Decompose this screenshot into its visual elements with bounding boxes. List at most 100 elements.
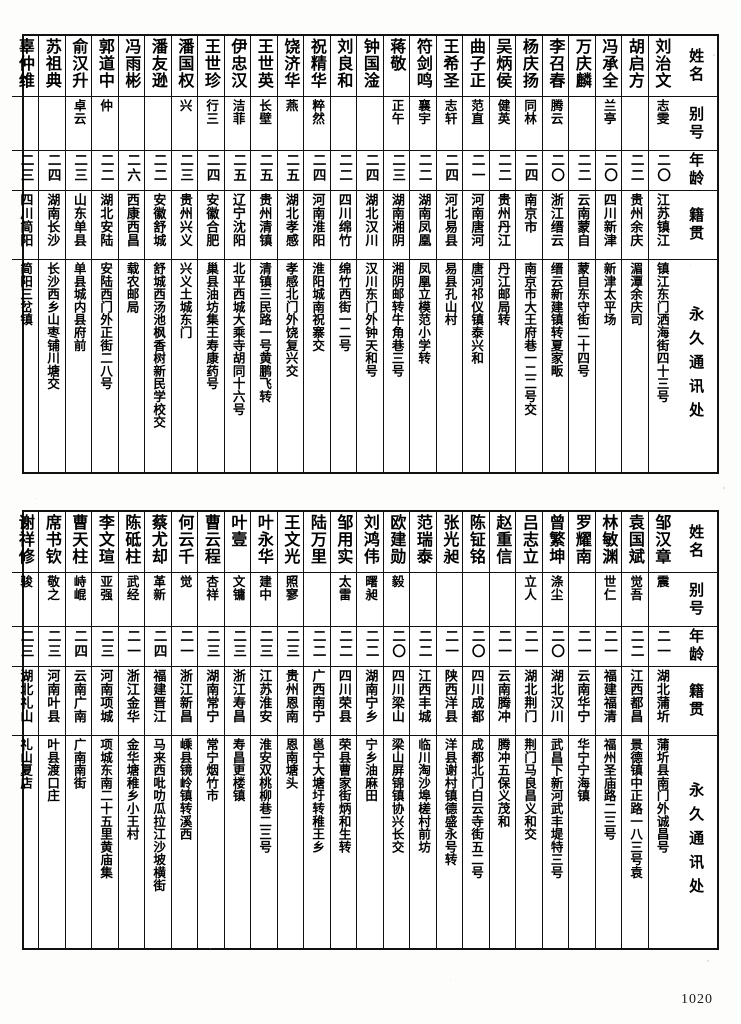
cell-address: 华宁宁海镇 xyxy=(569,736,595,948)
cell-native-place: 湖北孝感 xyxy=(277,191,303,260)
cell-age: 二三 xyxy=(251,627,277,667)
roster-entry[interactable]: 潘国权兴二三 贵州兴义 兴义土城东门 xyxy=(170,36,197,472)
roster-entry[interactable]: 林敏渊 世仁 二一 福建福清 福州圣庙路二三号 xyxy=(594,512,621,948)
roster-entry[interactable]: 潘友逊 二二 安徽舒城 舒城西汤池枫香树新民学校交 xyxy=(144,36,171,472)
value-name: 俞汉升 xyxy=(69,38,89,89)
roster-entry[interactable]: 何云千觉二一 浙江新昌 嵊县镜岭镇转溪西 xyxy=(170,512,197,948)
roster-entry[interactable]: 吕志立 立人 二一 湖北荆门 荆门马良昌义和交 xyxy=(515,512,542,948)
roster-entry[interactable]: 谢祥修骏二三 湖北礼山 礼山夏店 xyxy=(11,512,39,948)
value-name: 王希圣 xyxy=(440,38,460,89)
cell-native-place: 湖南长沙 xyxy=(39,191,65,260)
roster-entry[interactable]: 范瑞泰 二二 江西丰城 临川淘沙埠槎村前坊 xyxy=(409,512,436,948)
roster-entry[interactable]: 叶永华 建中 二三 江苏淮安 淮安双桃柳巷二三号 xyxy=(250,512,277,948)
cell-address: 武昌下新河武丰堤特三号 xyxy=(543,736,569,948)
cell-name: 曹云程 xyxy=(198,512,224,574)
value-age: 二三 xyxy=(256,628,273,659)
header-cell-age: 年龄 xyxy=(674,627,717,667)
value-alias: 亚强 xyxy=(98,575,114,602)
roster-entry[interactable]: 蔡尤却 革新 二四 福建晋江 马来西吡叻瓜拉江沙坡横街 xyxy=(144,512,171,948)
cell-name: 邹汉章 xyxy=(648,512,674,574)
roster-entry[interactable]: 冯雨彬 二六 西康西昌 载农邮局 xyxy=(117,36,144,472)
cell-age: 二一 xyxy=(489,627,515,667)
roster-entry[interactable]: 曲子正 范直 二一 河南唐河 唐河祁仪镇泰兴和 xyxy=(462,36,489,472)
roster-entry[interactable]: 罗耀南 二一 云南华宁 华宁宁海镇 xyxy=(568,512,595,948)
roster-entry[interactable]: 王文光 照寥 二三 贵州恩南 恩南塘头 xyxy=(276,512,303,948)
value-address: 唐河祁仪镇泰兴和 xyxy=(469,262,485,365)
cell-address: 礼山夏店 xyxy=(12,736,39,948)
roster-entry[interactable]: 冯承全 兰亭 二〇 四川新津 新津太平场 xyxy=(594,36,621,472)
cell-alias: 腾云 xyxy=(542,97,568,151)
value-native-place: 湖南宁乡 xyxy=(362,668,378,723)
value-alias: 震 xyxy=(654,575,670,589)
roster-entry[interactable]: 邹用实 太雷 二二 四川荣县 荣县曹家街炳和生转 xyxy=(329,512,356,948)
cell-native-place: 贵州恩南 xyxy=(277,667,303,736)
value-address: 景德镇中正路一八三号袁 xyxy=(628,738,644,879)
value-age: 二二 xyxy=(336,152,353,183)
cell-alias xyxy=(569,573,595,627)
roster-entry[interactable]: 郭道中仲二二 湖北安陆 安陆西门外正街二八号 xyxy=(91,36,118,472)
cell-age: 二四 xyxy=(65,627,91,667)
roster-entry[interactable]: 赵重信 二一 云南腾冲 腾冲五保义茂和 xyxy=(488,512,515,948)
roster-entry[interactable]: 符剑鸣 襄宇 二二 湖南凤凰 凤凰立模范小学转 xyxy=(409,36,436,472)
roster-entry[interactable]: 钟国淦 二四 湖北汉川 汉川东门外钟天和号 xyxy=(356,36,383,472)
roster-entry[interactable]: 饶济华燕二五 湖北孝感 孝感北门外饶复兴交 xyxy=(276,36,304,472)
roster-entry[interactable]: 刘鸿伟 曙昶 二二 湖南宁乡 宁乡油麻田 xyxy=(356,512,383,948)
cell-age: 二三 xyxy=(277,627,303,667)
value-name: 范瑞泰 xyxy=(413,514,433,565)
cell-age: 二四 xyxy=(516,151,542,191)
header-cell-alias: 别号 xyxy=(674,97,717,151)
cell-native-place: 湖南常宁 xyxy=(198,667,224,736)
roster-entry[interactable]: 辜仲维 二三 四川简阳 简阳三岔镇 xyxy=(11,36,39,472)
roster-entry[interactable]: 刘治文 志雯 二〇 江苏镇江 镇江东门洒海街四十三号 xyxy=(647,36,674,472)
roster-entry[interactable]: 陆万里 二二 广西南宁 邕宁大塘圩转稚王乡 xyxy=(303,512,330,948)
cell-age: 二四 xyxy=(357,151,383,191)
roster-entry[interactable]: 吴炳侯 健英 二二 贵州丹江 丹江邮局转 xyxy=(488,36,515,472)
value-name: 吕志立 xyxy=(519,514,539,565)
roster-entry[interactable]: 曹天柱 峙崐 二四 云南广南 广南南街 xyxy=(64,512,91,948)
roster-entry[interactable]: 欧建勋毅二〇 四川梁山 梁山屏锦镇协兴长交 xyxy=(382,512,409,948)
roster-entry[interactable]: 曾繁坤 涤尘 二〇 湖北汉川 武昌下新河武丰堤特三号 xyxy=(541,512,569,948)
roster-entry[interactable]: 袁国斌 觉吾 二二 江西都昌 景德镇中正路一八三号袁 xyxy=(621,512,648,948)
roster-entry[interactable]: 邹汉章震二一 湖北蒲圻 蒲圻县南门外诚昌号 xyxy=(647,512,674,948)
roster-entry[interactable]: 李文瑄 亚强 二三 河南项城 项城东南二十五里黄庙集 xyxy=(91,512,118,948)
value-address: 洋县谢村镇德盛永号转 xyxy=(442,738,458,866)
roster-entry[interactable]: 李召春 腾云 二〇 浙江缙云 缙云新建镇转夏家畈 xyxy=(541,36,568,472)
value-age: 二一 xyxy=(601,628,618,659)
cell-name: 袁国斌 xyxy=(622,512,648,574)
roster-entry[interactable]: 伊忠汉 洁菲 二五 辽宁沈阳 北平西城大乘寺胡同十六号 xyxy=(223,36,250,472)
roster-entry[interactable]: 蒋敬 正午 二三 湖南湘阴 湘阴邮转牛角巷三号 xyxy=(382,36,409,472)
roster-entry[interactable]: 叶壹 文镛 二三 浙江寿昌 寿昌更楼镇 xyxy=(223,512,250,948)
roster-entry[interactable]: 杨庆扬 同林 二四 南京市 南京市大王府巷一二二号交 xyxy=(515,36,542,472)
cell-address: 孝感北门外饶复兴交 xyxy=(278,260,304,472)
cell-address: 凤凰立模范小学转 xyxy=(410,260,436,472)
value-address: 北平西城大乘寺胡同十六号 xyxy=(230,262,246,416)
cell-alias xyxy=(39,97,65,151)
roster-entry[interactable]: 陈钲铭 二〇 四川成都 成都北门白云寺街五二号 xyxy=(462,512,489,948)
value-name: 邹用实 xyxy=(334,514,354,565)
value-alias: 兰亭 xyxy=(601,99,617,126)
cell-address: 简阳三岔镇 xyxy=(12,260,39,472)
value-alias: 敬之 xyxy=(45,575,61,602)
roster-entry[interactable]: 俞汉升 卓云 二三 山东单县 单县城内县府前 xyxy=(64,36,91,472)
value-address: 简阳三岔镇 xyxy=(18,262,34,326)
roster-entry[interactable]: 胡启方 二二 贵州余庆 湄潭余庆司 xyxy=(621,36,648,472)
cell-address: 成都北门白云寺街五二号 xyxy=(463,736,489,948)
roster-entry[interactable]: 刘良和 二二 四川绵竹 绵竹西街一二号 xyxy=(329,36,356,472)
roster-entry[interactable]: 曹云程 杏祥 二三 湖南常宁 常宁烟竹市 xyxy=(197,512,224,948)
roster-entry[interactable]: 陈砥柱 武经 二一 浙江金华 金华塘稚乡小王村 xyxy=(117,512,144,948)
roster-entry[interactable]: 苏祖典 二四 湖南长沙 长沙西乡山枣铺川塘交 xyxy=(38,36,65,472)
roster-entry[interactable]: 万庆麟 二二 云南蒙自 蒙自东守街二十四号 xyxy=(568,36,595,472)
value-age: 二一 xyxy=(124,628,141,659)
cell-native-place: 湖北荆门 xyxy=(516,667,542,736)
cell-alias: 曙昶 xyxy=(357,573,383,627)
roster-entry[interactable]: 张光昶 二一 陕西洋县 洋县谢村镇德盛永号转 xyxy=(435,512,462,948)
roster-entry[interactable]: 祝精华 粹然 二四 河南淮阳 淮阳城南祝寨交 xyxy=(303,36,330,472)
roster-entry[interactable]: 王世珍 行三 二四 安徽合肥 巢县油坊集王寿康药号 xyxy=(197,36,224,472)
value-native-place: 南京市 xyxy=(521,192,537,234)
cell-alias: 亚强 xyxy=(92,573,118,627)
roster-entry[interactable]: 王世英 长壁 二五 贵州清镇 清镇三民路一号黄鹏飞转 xyxy=(250,36,277,472)
roster-entry[interactable]: 席书钦 敬之 二三 河南叶县 叶县渡口庄 xyxy=(38,512,65,948)
roster-entry[interactable]: 王希圣 志轩 二四 河北易县 易县孔山村 xyxy=(435,36,462,472)
value-alias: 曙昶 xyxy=(363,575,379,602)
cell-alias: 同林 xyxy=(516,97,542,151)
